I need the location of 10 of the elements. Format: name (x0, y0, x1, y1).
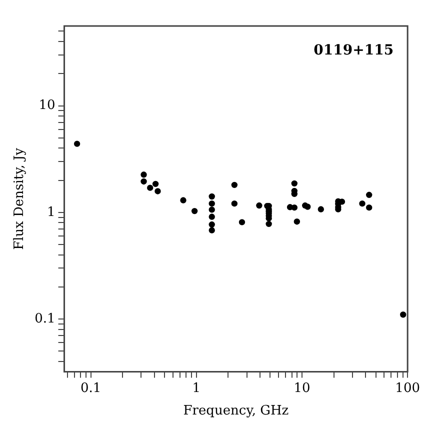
x-tick-label: 10 (294, 380, 310, 396)
y-tick-label: 10 (38, 98, 56, 114)
y-tick-label: 1 (46, 204, 56, 220)
x-tick-label: 1 (192, 380, 201, 396)
x-axis-title: Frequency, GHz (183, 404, 289, 419)
annotation: 0119+115 (314, 42, 394, 59)
x-tick-label: 0.1 (80, 380, 102, 396)
x-tick-label: 100 (395, 380, 420, 396)
y-axis-title: Flux Density, Jy (12, 147, 28, 250)
y-tick-label: 0.1 (34, 311, 56, 326)
